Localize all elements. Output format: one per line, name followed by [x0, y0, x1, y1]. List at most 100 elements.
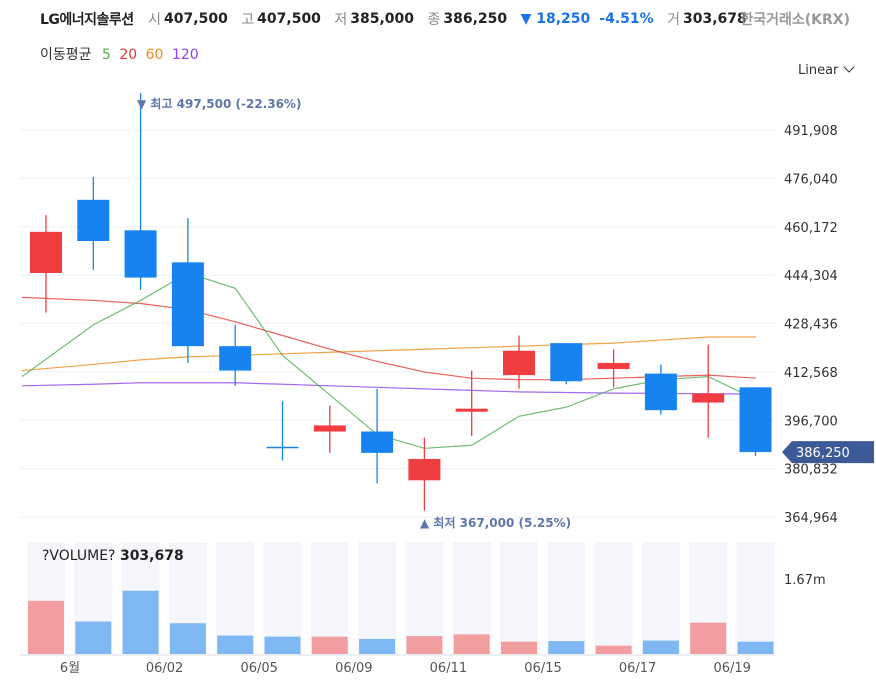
scale-select-value: Linear	[798, 63, 839, 78]
candle-body	[550, 343, 583, 382]
candle-body	[644, 373, 677, 411]
y-tick-label: 364,964	[784, 511, 838, 526]
ma60-line	[21, 336, 756, 372]
x-tick-label: 06/19	[713, 661, 750, 676]
low-label: 저	[334, 12, 348, 28]
volume-bar	[217, 635, 254, 654]
x-tick-label: 06/17	[619, 661, 656, 676]
open-value: 407,500	[164, 11, 228, 27]
candle-body	[313, 425, 346, 432]
volume-value: 303,678	[683, 11, 747, 27]
volume-bar	[264, 636, 301, 654]
volume-bars	[28, 590, 774, 654]
volume-bar	[548, 641, 585, 654]
ma-20-label[interactable]: 20	[119, 47, 138, 63]
volume-bar	[122, 590, 159, 654]
candle-body	[171, 262, 204, 347]
annotations: ▼ 최고 497,500 (-22.36%) ▲ 최저 367,000 (5.25…	[137, 96, 874, 530]
volume-bar	[690, 622, 727, 654]
x-axis-ticks: 6월 06/02 06/05 06/09 06/11 06/15 06/17 06/19	[60, 661, 751, 676]
candle-body	[30, 231, 62, 274]
candle-body	[739, 387, 772, 453]
ma120-line	[21, 382, 757, 395]
y-tick-label: 491,908	[784, 124, 838, 139]
volume-bg-column	[547, 542, 586, 654]
volume-bar	[453, 634, 490, 654]
high-label: 고	[241, 12, 255, 28]
y-tick-label: 428,436	[784, 318, 838, 333]
ma20-line	[21, 296, 757, 381]
min-price-annotation: ▲ 최저 367,000 (5.25%)	[420, 515, 571, 530]
stock-header: LG에너지솔루션 시 407,500 고 407,500 저 385,000 종 386…	[40, 9, 866, 31]
candle-body	[692, 393, 725, 403]
candle-body	[77, 199, 110, 241]
high-value: 407,500	[257, 11, 321, 27]
open-label: 시	[148, 12, 162, 28]
ma-legend: 이동평균 5 20 60 120	[40, 44, 203, 64]
volume-bar	[359, 638, 396, 654]
volume-bar	[642, 640, 679, 654]
volume-axis-label: 1.67m	[784, 573, 826, 588]
volume-bg-column	[216, 542, 255, 654]
current-price-label: 386,250	[796, 446, 850, 461]
moving-average-lines	[21, 272, 757, 449]
volume-bg-column	[594, 542, 633, 654]
candle-body	[124, 230, 157, 278]
max-price-annotation: ▼ 최고 497,500 (-22.36%)	[137, 96, 301, 111]
candle-body	[455, 408, 488, 412]
volume-bar	[169, 623, 206, 654]
ma-60-label[interactable]: 60	[145, 47, 164, 63]
volume-bar	[406, 636, 443, 654]
volume-bar	[311, 636, 348, 654]
y-tick-label: 380,832	[784, 463, 838, 478]
ma-5-label[interactable]: 5	[101, 47, 111, 63]
volume-bar	[501, 641, 537, 654]
candle-body	[361, 431, 394, 453]
volume-bar	[737, 641, 774, 654]
volume-panel-title: ?VOLUME?	[42, 548, 116, 564]
scale-select[interactable]: Linear	[798, 61, 856, 78]
volume-bar	[75, 621, 112, 654]
exchange-label: 한국거래소(KRX)	[740, 12, 850, 28]
low-value: 385,000	[350, 11, 415, 27]
candles	[30, 93, 772, 511]
y-tick-label: 396,700	[784, 414, 838, 429]
change-pct: -4.51%	[599, 11, 654, 27]
ma5-line	[21, 272, 757, 449]
x-tick-label: 6월	[60, 661, 80, 676]
volume-bg-column	[263, 542, 302, 654]
x-tick-label: 06/02	[146, 661, 183, 676]
ma-120-label[interactable]: 120	[171, 47, 199, 63]
volume-bg-column	[358, 542, 397, 654]
x-tick-label: 06/15	[524, 661, 561, 676]
volume-bar	[595, 645, 632, 654]
current-price-tag	[782, 441, 874, 464]
volume-panel-value: 303,678	[119, 548, 184, 564]
candle-body	[408, 458, 441, 481]
x-tick-label: 06/05	[240, 661, 277, 676]
volume-bg-column	[405, 542, 444, 654]
stock-name[interactable]: LG에너지솔루션	[40, 12, 134, 28]
close-label: 종	[427, 12, 441, 28]
volume-panel-label: ?VOLUME? 303,678	[42, 548, 184, 564]
volume-bar	[28, 600, 64, 654]
y-tick-label: 460,172	[784, 221, 838, 236]
volume-label: 거	[667, 12, 680, 28]
ma-legend-title: 이동평균	[40, 47, 92, 63]
candle-body	[219, 346, 252, 371]
y-tick-label: 412,568	[784, 366, 838, 381]
close-value: 386,250	[443, 11, 508, 27]
candle-body	[597, 362, 630, 370]
volume-bg-column	[736, 542, 775, 654]
volume-bg-column	[500, 542, 538, 654]
x-tick-label: 06/09	[335, 661, 372, 676]
y-tick-label: 476,040	[784, 172, 838, 187]
y-tick-label: 444,304	[784, 269, 838, 284]
candle-body	[266, 446, 299, 449]
volume-bg-column	[641, 542, 680, 654]
candle-body	[503, 350, 535, 376]
x-tick-label: 06/11	[430, 661, 467, 676]
y-axis-ticks: 491,908 476,040 460,172 444,304 428,436 412,5…	[784, 124, 838, 588]
volume-bg-column	[310, 542, 349, 654]
